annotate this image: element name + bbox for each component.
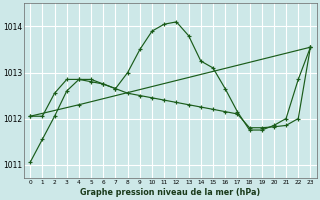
X-axis label: Graphe pression niveau de la mer (hPa): Graphe pression niveau de la mer (hPa) [80,188,260,197]
